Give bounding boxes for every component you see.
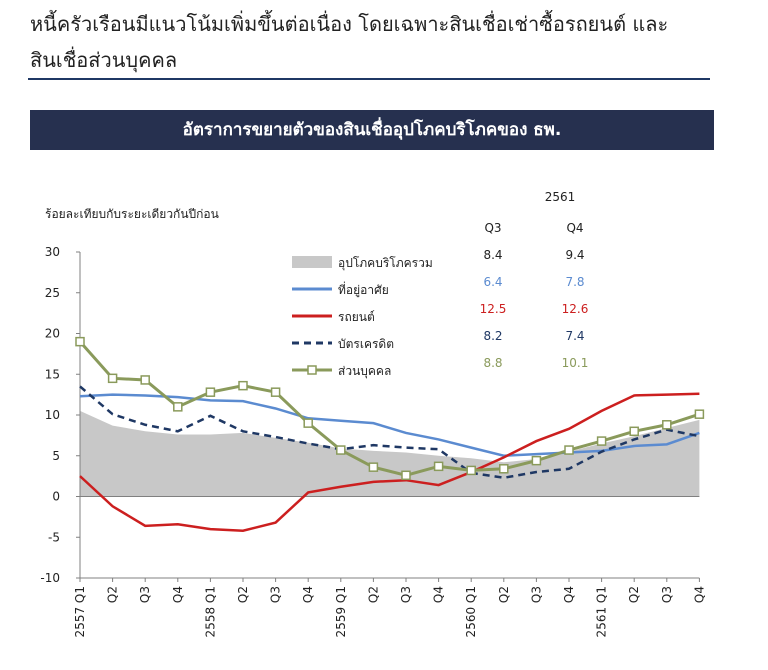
x-tick-label: Q4 <box>562 586 576 603</box>
headline-line-2: สินเชื่อส่วนบุคคล <box>30 48 178 72</box>
x-tick-label: Q2 <box>627 586 641 603</box>
table-value: 12.6 <box>562 302 589 316</box>
table-value: 7.4 <box>565 329 584 343</box>
personal-marker <box>499 464 509 474</box>
x-tick-label: Q2 <box>366 586 380 603</box>
table-value: 9.4 <box>565 248 584 262</box>
series-line-auto <box>79 392 700 532</box>
personal-marker <box>303 418 313 428</box>
chart-title-banner: อัตราการขยายตัวของสินเชื่ออุปโภคบริโภคขอ… <box>30 110 714 150</box>
personal-marker <box>564 445 574 455</box>
x-tick-label: Q4 <box>301 586 315 603</box>
legend-label: ที่อยู่อาศัย <box>338 281 389 298</box>
legend-label: บัตรเครดิต <box>338 337 394 351</box>
personal-marker <box>466 465 476 476</box>
y-tick-label: 20 <box>45 327 60 341</box>
table-year: 2561 <box>545 190 576 204</box>
personal-marker <box>75 336 85 347</box>
legend-swatch-area <box>292 256 332 268</box>
table-value: 8.2 <box>483 329 502 343</box>
y-tick-label: -10 <box>40 571 60 585</box>
personal-marker <box>336 445 346 455</box>
x-tick-label: Q2 <box>106 586 120 603</box>
table-value: 12.5 <box>480 302 507 316</box>
x-tick-label: Q4 <box>692 586 706 603</box>
personal-marker <box>107 373 118 384</box>
personal-marker <box>205 387 216 397</box>
x-tick-label: 2559 Q1 <box>334 586 348 637</box>
legend-label: รถยนต์ <box>338 310 375 324</box>
table-value: 8.4 <box>483 248 502 262</box>
y-axis-label: ร้อยละเทียบกับระยะเดียวกันปีก่อน <box>45 207 219 221</box>
x-tick-label: Q3 <box>269 586 283 603</box>
x-tick-label: Q4 <box>432 586 446 603</box>
y-tick-label: -5 <box>48 530 60 544</box>
x-tick-label: Q3 <box>660 586 674 603</box>
personal-marker <box>173 402 183 412</box>
personal-marker <box>596 436 607 446</box>
series-line-housing <box>79 393 700 458</box>
y-tick-label: 10 <box>45 408 60 422</box>
personal-marker <box>694 409 705 419</box>
personal-marker <box>629 426 639 437</box>
legend-label: อุปโภคบริโภครวม <box>338 256 433 271</box>
headline-divider <box>28 78 710 80</box>
y-tick-label: 0 <box>52 490 60 504</box>
headline-line-1: หนี้ครัวเรือนมีแนวโน้มเพิ่มขึ้นต่อเนื่อง… <box>30 12 669 36</box>
table-value: 10.1 <box>562 356 589 370</box>
table-column-header: Q3 <box>484 221 501 235</box>
y-tick-label: 25 <box>45 286 60 300</box>
personal-marker <box>531 455 542 466</box>
y-tick-label: 15 <box>45 367 60 381</box>
x-tick-label: Q2 <box>236 586 250 603</box>
personal-marker <box>662 420 672 430</box>
x-tick-label: Q3 <box>138 586 152 603</box>
table-value: 7.8 <box>565 275 584 289</box>
series-line-personal <box>78 340 700 477</box>
x-tick-label: 2560 Q1 <box>464 586 478 637</box>
personal-marker <box>270 387 281 397</box>
personal-marker <box>368 462 379 472</box>
x-tick-label: 2561 Q1 <box>595 586 609 637</box>
series-area-total <box>80 410 700 497</box>
y-tick-label: 5 <box>52 449 60 463</box>
x-tick-label: 2557 Q1 <box>73 586 87 637</box>
legend-marker <box>307 365 317 375</box>
personal-marker <box>238 380 248 391</box>
y-tick-label: 30 <box>45 245 60 259</box>
x-tick-label: Q4 <box>171 586 185 603</box>
personal-marker <box>140 375 150 385</box>
x-tick-label: Q3 <box>399 586 413 603</box>
table-value: 6.4 <box>483 275 502 289</box>
table-column-header: Q4 <box>566 221 583 235</box>
x-tick-label: Q3 <box>529 586 543 603</box>
legend-label: ส่วนบุคคล <box>338 364 391 379</box>
headline: หนี้ครัวเรือนมีแนวโน้มเพิ่มขึ้นต่อเนื่อง… <box>30 6 730 78</box>
table-value: 8.8 <box>483 356 502 370</box>
personal-marker <box>401 470 411 481</box>
personal-marker <box>433 461 444 472</box>
x-tick-label: 2558 Q1 <box>203 586 217 637</box>
x-tick-label: Q2 <box>497 586 511 603</box>
